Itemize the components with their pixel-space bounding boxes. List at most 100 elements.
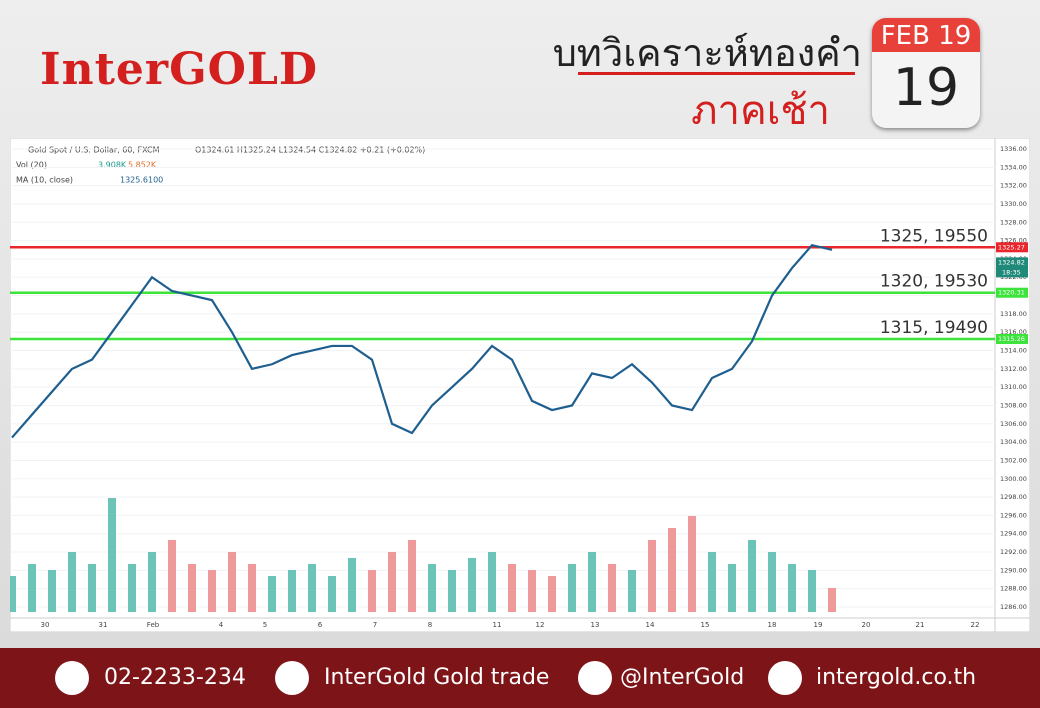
volume-bar xyxy=(248,564,256,612)
x-tick-label: 21 xyxy=(916,621,925,629)
x-tick-label: 6 xyxy=(318,621,323,629)
phone: 02-2233-234 xyxy=(104,665,246,690)
volume-bar xyxy=(808,570,816,612)
y-tick-label: 1302.00 xyxy=(1000,456,1027,464)
phone-icon xyxy=(55,661,89,695)
y-tick-label: 1290.00 xyxy=(1000,566,1027,574)
ma-label: MA (10, close) xyxy=(16,176,73,185)
vol-value: 3.908K xyxy=(98,161,127,170)
volume-bar xyxy=(428,564,436,612)
volume-bar xyxy=(488,552,496,612)
volume-bar xyxy=(288,570,296,612)
line: @InterGold xyxy=(620,665,745,690)
underline xyxy=(578,72,855,75)
y-tick-label: 1300.00 xyxy=(1000,475,1027,483)
volume-bar xyxy=(688,516,696,612)
last-tag xyxy=(996,257,1028,278)
volume-bar xyxy=(48,570,56,612)
x-tick-label: 19 xyxy=(814,621,823,629)
calendar-month: FEB 19 xyxy=(872,18,980,52)
volume-bar xyxy=(528,570,536,612)
ma-line xyxy=(11,243,833,439)
y-tick-label: 1332.00 xyxy=(1000,182,1027,190)
volume-bar xyxy=(668,528,676,612)
level-note: 1315, 19490 xyxy=(880,318,988,338)
volume-bar xyxy=(268,576,276,612)
volume-bar xyxy=(508,564,516,612)
x-tick-label: 8 xyxy=(428,621,432,629)
x-tick-label: 31 xyxy=(99,621,108,629)
y-tick-label: 1298.00 xyxy=(1000,493,1027,501)
price-tag xyxy=(996,333,1028,344)
y-tick-label: 1330.00 xyxy=(1000,200,1027,208)
volume-bar xyxy=(388,552,396,612)
chart-frame xyxy=(10,138,1030,632)
volume-bar xyxy=(228,552,236,612)
volume-bar xyxy=(788,564,796,612)
x-tick-label: 14 xyxy=(646,621,655,629)
x-tick-label: 13 xyxy=(591,621,600,629)
x-tick-label: Feb xyxy=(147,621,160,629)
y-tick-label: 1318.00 xyxy=(1000,310,1027,318)
symbol: Gold Spot / U.S. Dollar, 60, FXCM xyxy=(28,146,160,155)
volume-bar xyxy=(768,552,776,612)
y-tick-label: 1336.00 xyxy=(1000,145,1027,153)
line-icon xyxy=(578,661,612,695)
price-tag xyxy=(996,242,1028,253)
volume-bar xyxy=(188,564,196,612)
volume-bar xyxy=(708,552,716,612)
x-tick-label: 7 xyxy=(373,621,377,629)
volume-bar xyxy=(128,564,136,612)
volume-bar xyxy=(28,564,36,612)
price-tag-label: 1315.26 xyxy=(998,335,1025,343)
price-tag-label: 1325.27 xyxy=(998,243,1025,251)
volume-bar xyxy=(448,570,456,612)
volume-bar xyxy=(148,552,156,612)
volume-bar xyxy=(408,540,416,612)
y-tick-label: 1296.00 xyxy=(1000,511,1027,519)
calendar-day: 19 xyxy=(892,58,960,118)
y-tick-label: 1316.00 xyxy=(1000,328,1027,336)
volume-bar xyxy=(328,576,336,612)
y-tick-label: 1308.00 xyxy=(1000,401,1027,409)
ohlc: O1324.61 H1325.24 L1324.54 C1324.82 +0.2… xyxy=(195,146,425,155)
y-tick-label: 1310.00 xyxy=(1000,383,1027,391)
volume-bar xyxy=(348,558,356,612)
volume-bar xyxy=(368,570,376,612)
volume-bar xyxy=(168,540,176,612)
price-tag xyxy=(996,287,1028,298)
y-tick-label: 1286.00 xyxy=(1000,603,1027,611)
y-tick-label: 1328.00 xyxy=(1000,218,1027,226)
x-tick-label: 30 xyxy=(41,621,50,629)
volume-bar xyxy=(608,564,616,612)
volume-bar xyxy=(468,558,476,612)
x-tick-label: 4 xyxy=(219,621,224,629)
price-tag-label: 1320.31 xyxy=(998,289,1025,297)
volume-bar xyxy=(308,564,316,612)
y-tick-label: 1312.00 xyxy=(1000,365,1027,373)
volume-bar xyxy=(628,570,636,612)
y-tick-label: 1306.00 xyxy=(1000,420,1027,428)
calendar: FEB 19 19 xyxy=(872,18,980,128)
x-tick-label: 5 xyxy=(263,621,267,629)
volume-bar xyxy=(728,564,736,612)
level-note: 1320, 19530 xyxy=(880,272,988,292)
x-tick-label: 18 xyxy=(768,621,777,629)
ma-value: 1325.6100 xyxy=(120,176,163,185)
level-note: 1325, 19550 xyxy=(880,226,988,246)
web-icon xyxy=(768,661,802,695)
y-tick-label: 1292.00 xyxy=(1000,548,1027,556)
volume-bar xyxy=(828,588,836,612)
logo: InterGOLD xyxy=(40,44,319,95)
last-price: 1324.82 xyxy=(998,258,1025,266)
x-tick-label: 11 xyxy=(493,621,502,629)
web: intergold.co.th xyxy=(816,665,977,690)
volume-bar xyxy=(548,576,556,612)
volume-bar xyxy=(108,498,116,612)
volume-bar xyxy=(648,540,656,612)
y-tick-label: 1304.00 xyxy=(1000,438,1027,446)
facebook: InterGold Gold trade xyxy=(324,665,550,690)
x-tick-label: 12 xyxy=(536,621,545,629)
footer: 02-2233-234 InterGold Gold trade @InterG… xyxy=(0,648,1040,708)
